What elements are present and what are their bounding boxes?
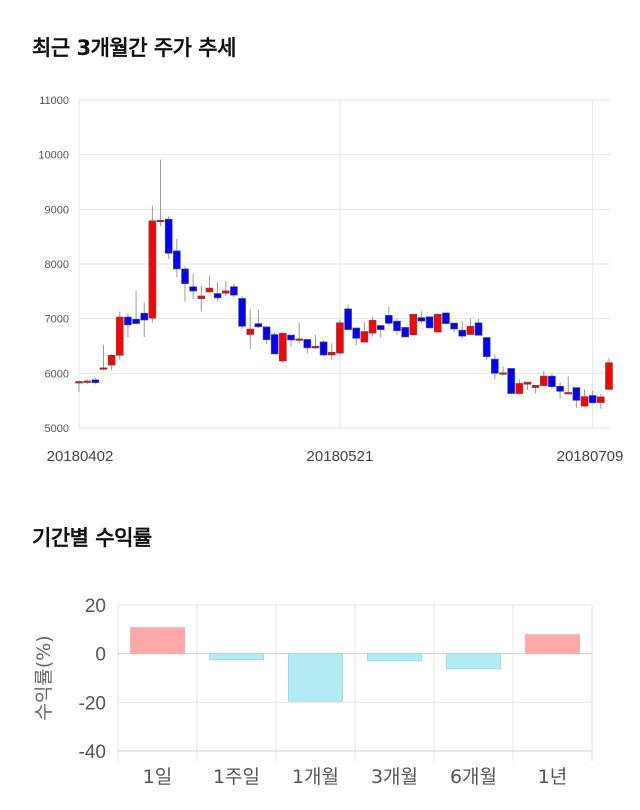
y-tick-label: 10000	[38, 150, 69, 162]
candle-body	[442, 312, 450, 324]
candle-body	[221, 290, 230, 294]
candle-body	[482, 337, 491, 357]
candle-body	[205, 287, 214, 293]
candle-body	[548, 375, 556, 388]
candle-body	[344, 308, 352, 330]
candle-body	[491, 358, 499, 374]
candle-body	[156, 219, 165, 223]
candle-body	[605, 362, 613, 390]
candle-body	[417, 317, 426, 322]
x-tick-label: 6개월	[450, 766, 497, 788]
candle-body	[124, 316, 132, 326]
returns-chart-title: 기간별 수익률	[32, 526, 152, 550]
candle-body	[319, 341, 328, 356]
y-tick-label: 0	[95, 645, 106, 666]
candle-body	[458, 329, 467, 337]
candle-body	[376, 325, 385, 330]
candle-body	[213, 293, 222, 299]
candle-body	[238, 298, 246, 327]
y-tick-label: 8000	[45, 259, 69, 271]
candle-body	[327, 351, 336, 356]
candle-body	[287, 334, 295, 341]
candle-body	[115, 316, 124, 356]
price-chart-title: 최근 3개월간 주가 추세	[32, 36, 236, 60]
y-tick-label: 6000	[45, 368, 69, 380]
y-tick-label: 11000	[39, 95, 69, 107]
candle-body	[246, 328, 255, 335]
candle-body	[393, 320, 401, 331]
y-tick-label: -40	[79, 742, 106, 763]
return-bar	[288, 653, 343, 702]
candle-body	[499, 372, 507, 375]
candle-body	[83, 380, 91, 383]
x-tick-label: 3개월	[371, 766, 418, 788]
candle-body	[474, 322, 483, 336]
candle-body	[401, 327, 409, 338]
x-tick-label: 20180709	[557, 448, 624, 465]
y-tick-label: 7000	[45, 314, 69, 326]
return-bar	[525, 634, 580, 655]
candle-body	[409, 313, 418, 336]
y-tick-label: 5000	[45, 423, 69, 435]
y-tick-label: 20	[85, 596, 106, 617]
candle-body	[99, 367, 108, 370]
candle-body	[523, 381, 532, 385]
return-bar	[130, 627, 185, 655]
candle-body	[580, 396, 589, 407]
x-tick-label: 20180521	[307, 448, 374, 465]
y-axis-label: 수익률(%)	[33, 635, 55, 720]
candle-body	[164, 218, 173, 254]
candle-body	[556, 385, 564, 392]
candle-body	[311, 345, 320, 349]
candle-body	[303, 339, 312, 349]
candle-body	[450, 322, 458, 330]
return-bar	[209, 653, 264, 661]
candle-body	[352, 327, 361, 339]
candle-body	[385, 315, 393, 324]
candle-body	[368, 320, 377, 334]
candle-body	[564, 392, 573, 395]
y-tick-label: -20	[79, 693, 106, 714]
candle-body	[75, 381, 83, 384]
candle-body	[295, 338, 303, 341]
candle-body	[466, 326, 475, 335]
candle-body	[132, 318, 140, 324]
candle-body	[148, 220, 157, 319]
candle-body	[140, 312, 149, 321]
candle-body	[189, 286, 197, 292]
candle-body	[539, 375, 548, 386]
candle-body	[597, 396, 605, 403]
candle-body	[91, 379, 100, 383]
candle-body	[262, 326, 271, 341]
return-bar	[367, 653, 422, 662]
x-tick-label: 1년	[538, 766, 568, 788]
x-tick-label: 1주일	[213, 766, 260, 788]
candle-body	[173, 250, 181, 270]
candle-body	[425, 316, 434, 329]
candle-body	[507, 368, 515, 394]
candle-body	[181, 268, 189, 284]
candle-body	[270, 334, 279, 355]
x-tick-label: 1일	[143, 766, 173, 788]
x-tick-label: 20180402	[47, 448, 114, 465]
candlestick-chart: 5000 6000 7000 8000 9000 10000 11000 20180402 20…	[38, 95, 624, 465]
y-tick-label: 9000	[45, 204, 69, 216]
candle-body	[336, 322, 344, 354]
candle-body	[572, 387, 581, 401]
candle-body	[254, 323, 263, 328]
candle-body	[588, 395, 597, 404]
candle-body	[197, 295, 206, 300]
candle-body	[360, 331, 369, 343]
returns-bar-chart: 20 0 -20 -40 수익률(%) 1일 1주일 1개월 3개월 6개월 1년	[33, 596, 593, 788]
candle-body	[279, 332, 287, 362]
x-tick-label: 1개월	[292, 766, 339, 788]
candle-body	[230, 286, 238, 296]
candle-body	[531, 385, 540, 388]
return-bar	[446, 653, 501, 670]
candle-body	[515, 383, 524, 394]
candle-body	[107, 354, 116, 366]
candle-body	[433, 313, 442, 333]
